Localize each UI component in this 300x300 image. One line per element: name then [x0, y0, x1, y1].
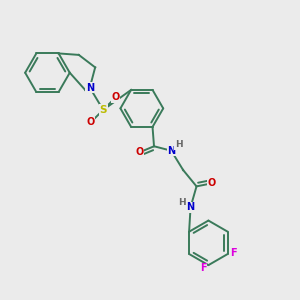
Text: O: O	[87, 117, 95, 128]
Text: N: N	[167, 146, 175, 156]
Text: F: F	[230, 248, 237, 257]
Text: H: H	[175, 140, 182, 149]
Text: O: O	[136, 147, 144, 157]
Text: H: H	[178, 198, 186, 207]
Text: N: N	[187, 202, 195, 212]
Text: O: O	[207, 178, 215, 188]
Text: O: O	[112, 92, 120, 102]
Text: N: N	[86, 82, 94, 93]
Text: F: F	[200, 263, 206, 273]
Text: S: S	[99, 105, 107, 115]
